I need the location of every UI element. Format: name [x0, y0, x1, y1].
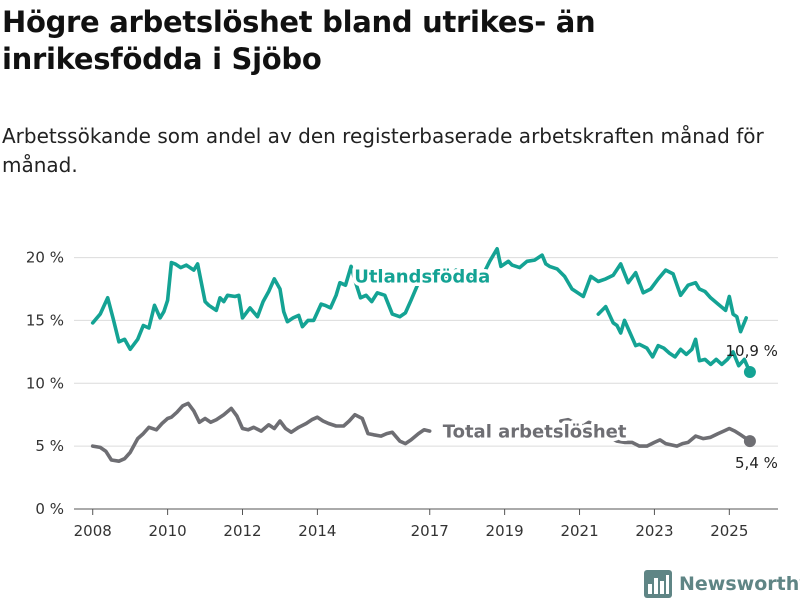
x-tick-label: 2012 — [223, 522, 261, 540]
y-tick-label: 0 % — [35, 500, 64, 518]
series-0: 10,9 % — [90, 247, 778, 378]
y-tick-label: 5 % — [35, 437, 64, 455]
x-tick-label: 2021 — [560, 522, 598, 540]
series-line — [596, 304, 752, 374]
x-tick-label: 2010 — [149, 522, 187, 540]
y-tick-label: 20 % — [26, 249, 64, 267]
x-tick-label: 2025 — [710, 522, 748, 540]
series-name-label: Utlandsfödda — [354, 267, 490, 288]
series-line — [90, 401, 432, 463]
newsworthy-logo-icon — [644, 570, 672, 598]
series-line — [559, 417, 752, 448]
x-tick-label: 2023 — [635, 522, 673, 540]
x-tick-label: 2014 — [298, 522, 336, 540]
chart-subtitle: Arbetssökande som andel av den registerb… — [2, 124, 764, 177]
y-tick-label: 15 % — [26, 311, 64, 329]
brand-name: Newsworthy — [679, 573, 800, 595]
y-tick-label: 10 % — [26, 374, 64, 392]
brand-logo: Newsworthy — [644, 570, 800, 598]
series-line — [90, 247, 748, 352]
end-value-label: 5,4 % — [735, 454, 778, 472]
end-value-label: 10,9 % — [725, 342, 777, 360]
x-tick-label: 2019 — [486, 522, 524, 540]
end-point — [743, 435, 756, 448]
end-point — [743, 365, 756, 378]
x-tick-label: 2017 — [411, 522, 449, 540]
series-1: 5,4 % — [90, 401, 778, 472]
series-name-label: Total arbetslöshet — [443, 421, 627, 442]
chart-title: Högre arbetslöshet bland utrikes- än inr… — [2, 5, 596, 76]
x-tick-label: 2008 — [74, 522, 112, 540]
